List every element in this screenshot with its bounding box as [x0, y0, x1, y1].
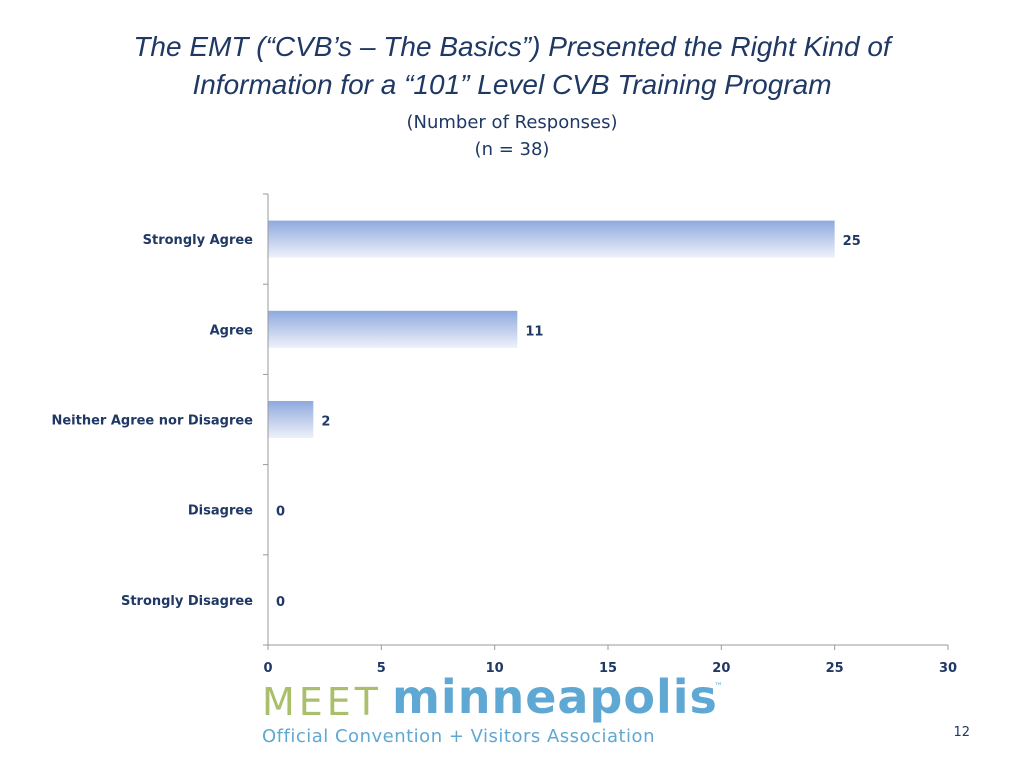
bars-layer: Strongly Agree 25 Agree 11 Neither Agree nor…	[51, 220, 861, 610]
x-tick-label: 0	[263, 661, 272, 676]
logo-word-minneapolis: minneapolis	[392, 670, 718, 724]
x-tick-label: 15	[599, 661, 617, 676]
bar-0	[268, 220, 835, 258]
value-label: 0	[276, 595, 285, 610]
logo-tagline: Official Convention + Visitors Associati…	[262, 726, 655, 747]
value-label: 2	[321, 415, 330, 430]
subtitle-units: (Number of Responses)	[406, 112, 618, 133]
meet-minneapolis-logo: MEET minneapolis ™ Official Convention +…	[262, 670, 762, 752]
x-tick-label: 30	[939, 661, 957, 676]
page-number: 12	[953, 725, 970, 740]
value-label: 0	[276, 505, 285, 520]
title-line-2: Information for a “101” Level CVB Traini…	[192, 69, 832, 100]
x-tick-label: 5	[377, 661, 386, 676]
category-label: Disagree	[188, 504, 253, 519]
value-label: 25	[843, 234, 861, 249]
bar-2	[268, 401, 314, 438]
subtitle-sample-size: (n = 38)	[474, 139, 550, 160]
chart-title: The EMT (“CVB’s – The Basics”) Presented…	[0, 28, 1024, 104]
x-tick-label: 25	[826, 661, 844, 676]
value-label: 11	[525, 324, 543, 339]
axes: 0 5 10 15 20 25 30	[263, 193, 957, 676]
x-tick-label: 10	[486, 661, 504, 676]
category-label: Strongly Agree	[143, 233, 254, 248]
category-label: Strongly Disagree	[121, 594, 253, 609]
category-label: Agree	[210, 323, 254, 338]
title-line-1: The EMT (“CVB’s – The Basics”) Presented…	[133, 31, 891, 62]
x-tick-label: 20	[712, 661, 730, 676]
category-label: Neither Agree nor Disagree	[51, 414, 253, 429]
logo-word-meet: MEET	[262, 680, 383, 724]
logo-trademark: ™	[714, 682, 723, 692]
bar-1	[268, 310, 518, 348]
